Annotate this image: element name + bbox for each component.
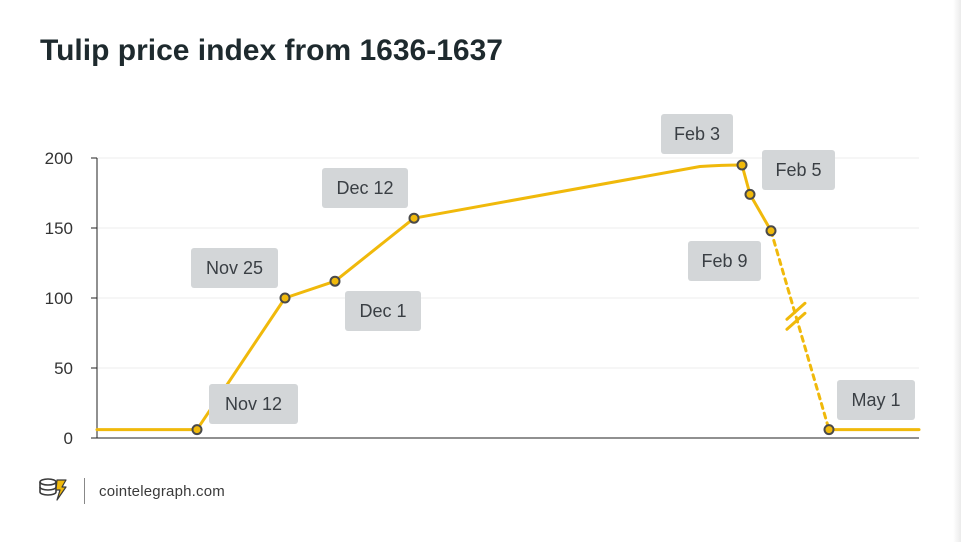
data-point (329, 275, 341, 287)
data-point (744, 188, 756, 200)
annotation-label: Dec 12 (336, 178, 393, 198)
annotation-label: Feb 9 (701, 251, 747, 271)
annotation-box (661, 114, 733, 154)
annotation-box (209, 384, 298, 424)
axis-break-mark (785, 311, 807, 331)
chart-title: Tulip price index from 1636-1637 (40, 34, 503, 67)
page-edge-shadow (953, 0, 961, 542)
brand-name[interactable]: cointelegraph.com (99, 482, 225, 500)
data-point (191, 424, 203, 436)
y-tick-label: 200 (45, 149, 73, 168)
annotation-box (191, 248, 278, 288)
data-point (736, 159, 748, 171)
annotation-box (688, 241, 761, 281)
y-tick-label: 150 (45, 219, 73, 238)
grid-layer (97, 157, 919, 369)
cointelegraph-logo-icon (38, 476, 68, 507)
annotation-label: Feb 3 (674, 124, 720, 144)
axis-break-mark (785, 301, 807, 321)
annotation-box (837, 380, 915, 420)
data-point (765, 225, 777, 237)
data-point (279, 292, 291, 304)
axis-layer: 0 50 100 150 200 (45, 149, 919, 448)
y-tick-label: 50 (54, 359, 73, 378)
annotation-box (322, 168, 408, 208)
annotation-box (762, 150, 835, 190)
annotation-label: Dec 1 (359, 301, 406, 321)
y-tick-label: 0 (64, 429, 73, 448)
series-line-dotted (769, 229, 831, 432)
marker-layer (191, 159, 835, 436)
data-point (823, 424, 835, 436)
data-point (408, 212, 420, 224)
annotation-label: Nov 12 (225, 394, 282, 414)
brand-divider (84, 478, 85, 504)
annotation-layer: Nov 12 Nov 25 Dec 1 Dec 12 Feb 3 Feb 5 Feb 9 Ma… (191, 114, 915, 424)
brand-footer[interactable]: cointelegraph.com (38, 476, 225, 507)
line-chart: 0 50 100 150 200 Nov 12 Nov 25 Dec 1 Dec 12 Feb … (45, 114, 921, 448)
annotation-box (345, 291, 421, 331)
annotation-label: Nov 25 (206, 258, 263, 278)
annotation-label: Feb 5 (775, 160, 821, 180)
annotation-label: May 1 (851, 390, 900, 410)
y-tick-label: 100 (45, 289, 73, 308)
